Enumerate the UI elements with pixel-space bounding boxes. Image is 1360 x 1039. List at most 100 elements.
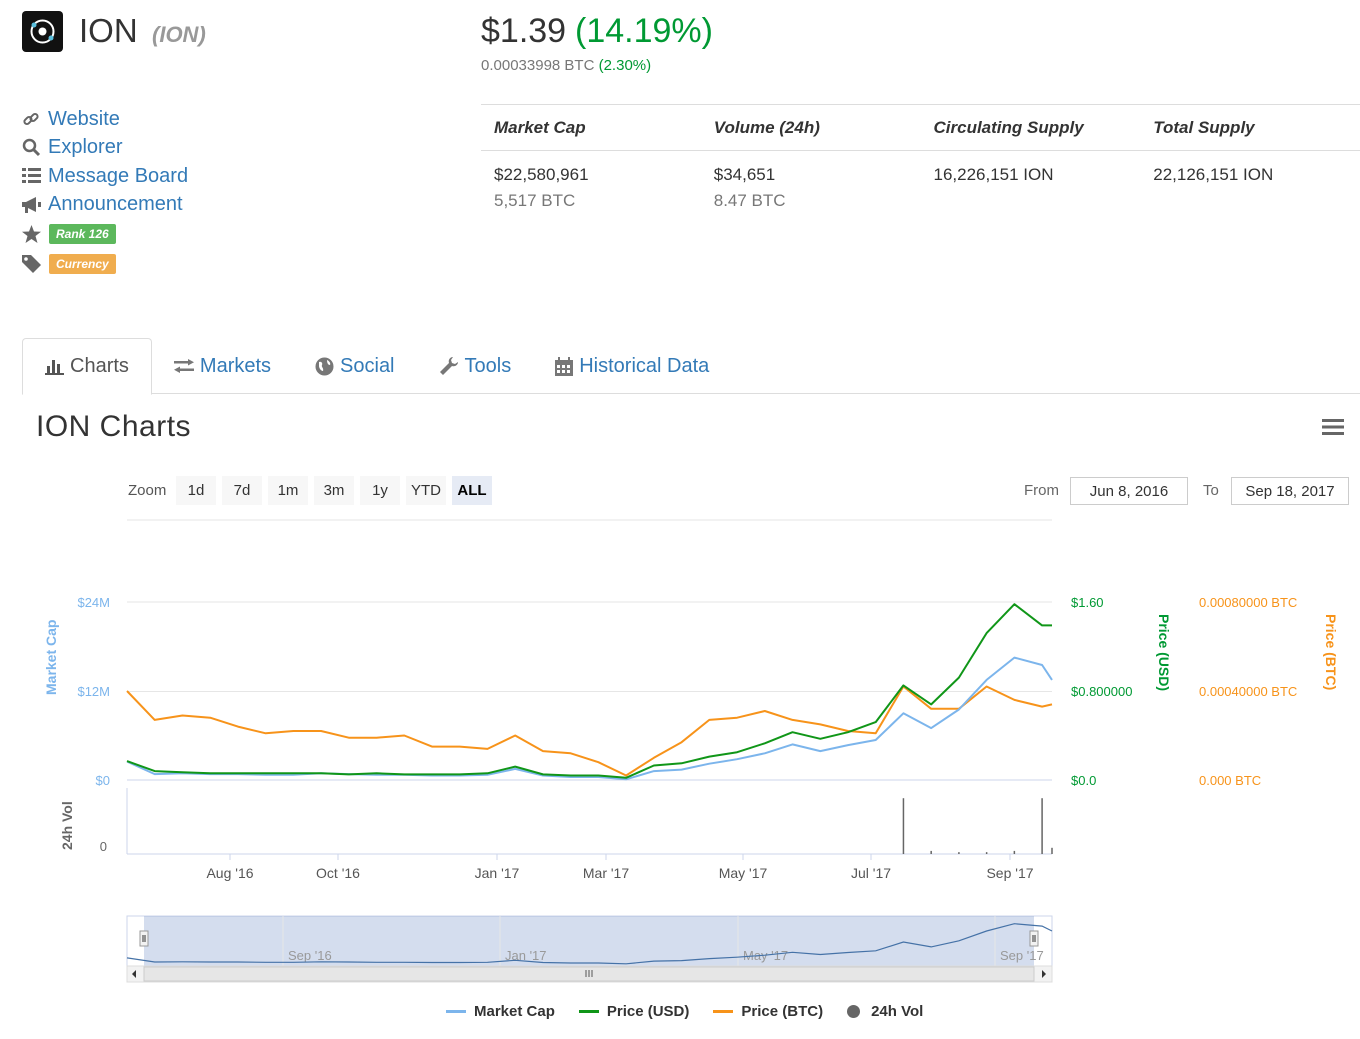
volume-axis-title: 24h Vol bbox=[59, 801, 75, 850]
legend-24h-vol-swatch bbox=[847, 1005, 861, 1018]
volume-bar bbox=[985, 852, 988, 854]
stats-cell-market-cap: $22,580,961 5,517 BTC bbox=[481, 165, 701, 211]
volume-usd: $34,651 bbox=[713, 165, 776, 184]
volume-bar bbox=[902, 798, 905, 854]
volume-bar bbox=[930, 850, 932, 854]
stats-header-market-cap: Market Cap bbox=[494, 117, 586, 137]
navigator-tick-label: Sep '16 bbox=[288, 948, 332, 963]
price-usd-tick-label: $0.0 bbox=[1071, 773, 1096, 788]
legend-price-btc-swatch bbox=[713, 1010, 734, 1013]
price-btc-value: 0.00033998 BTC bbox=[481, 57, 595, 74]
legend-24h-vol[interactable]: 24h Vol bbox=[847, 1003, 923, 1020]
legend-price-usd-swatch bbox=[578, 1010, 599, 1013]
price-change: (14.19%) bbox=[575, 12, 713, 50]
bullhorn-icon bbox=[22, 196, 48, 213]
rank-row: Rank 126 bbox=[22, 219, 188, 249]
market-cap-axis-title: Market Cap bbox=[43, 620, 59, 695]
navigator-handle bbox=[1029, 930, 1039, 947]
message-board-link[interactable]: Message Board bbox=[22, 162, 188, 191]
to-label: To bbox=[1203, 482, 1219, 499]
market-cap-tick-label: $12M bbox=[77, 684, 110, 699]
zoom-1d-button[interactable]: 1d bbox=[176, 476, 216, 505]
from-label: From bbox=[1024, 482, 1059, 499]
legend-24h-vol-label: 24h Vol bbox=[871, 1003, 924, 1020]
coin-links: Website Explorer Message Board Announcem… bbox=[22, 105, 188, 279]
x-tick-label: Mar '17 bbox=[583, 865, 629, 881]
stats-header-volume: Volume (24h) bbox=[713, 117, 820, 137]
legend-price-btc[interactable]: Price (BTC) bbox=[713, 1003, 823, 1020]
zoom-1m-button[interactable]: 1m bbox=[268, 476, 308, 505]
price-btc: 0.00033998 BTC (2.30%) bbox=[481, 57, 651, 74]
coin-logo-icon bbox=[22, 11, 63, 52]
to-date-input[interactable]: Sep 18, 2017 bbox=[1231, 477, 1349, 505]
navigator-mask bbox=[144, 916, 1034, 966]
navigator-handle bbox=[139, 930, 149, 947]
exchange-icon bbox=[173, 359, 194, 373]
tab-charts-label: Charts bbox=[70, 355, 129, 377]
explorer-link-label[interactable]: Explorer bbox=[48, 136, 123, 159]
chart-legend: Market Cap Price (USD) Price (BTC) 24h V… bbox=[446, 1003, 947, 1020]
link-icon bbox=[22, 110, 48, 128]
category-row: Currency bbox=[22, 249, 188, 279]
zoom-ytd-button[interactable]: YTD bbox=[406, 476, 446, 505]
volume-btc: 8.47 BTC bbox=[713, 191, 786, 210]
scrollbar-track bbox=[126, 965, 1053, 983]
market-cap-btc: 5,517 BTC bbox=[494, 191, 576, 210]
stats-cell-total-supply: 22,126,151 ION bbox=[1140, 165, 1360, 211]
zoom-all-button[interactable]: ALL bbox=[452, 476, 492, 505]
price-usd-tick-label: $1.60 bbox=[1071, 595, 1104, 610]
stats-header-circulating-supply: Circulating Supply bbox=[933, 117, 1084, 137]
price-btc-change: (2.30%) bbox=[598, 57, 652, 74]
tab-tools[interactable]: Tools bbox=[417, 338, 534, 394]
tab-social-label: Social bbox=[340, 354, 395, 377]
x-tick-label: May '17 bbox=[719, 865, 768, 881]
legend-market-cap[interactable]: Market Cap bbox=[446, 1003, 555, 1020]
volume-bar bbox=[1051, 847, 1053, 854]
price-btc-axis-title: Price (BTC) bbox=[1323, 614, 1339, 690]
zoom-3m-button[interactable]: 3m bbox=[314, 476, 354, 505]
charts-title: ION Charts bbox=[36, 410, 192, 443]
message-board-link-label[interactable]: Message Board bbox=[48, 164, 189, 187]
price-usd: $1.39 bbox=[481, 12, 567, 50]
stats-table: Market Cap Volume (24h) Circulating Supp… bbox=[481, 104, 1360, 211]
navigator-frame bbox=[126, 915, 1053, 967]
volume-bar bbox=[958, 852, 960, 854]
stats-header-total-supply: Total Supply bbox=[1153, 117, 1255, 137]
market-cap-tick-label: $24M bbox=[77, 595, 110, 610]
x-tick-label: Aug '16 bbox=[206, 865, 253, 881]
stats-value-row: $22,580,961 5,517 BTC $34,651 8.47 BTC 1… bbox=[481, 151, 1360, 211]
bar-chart-icon bbox=[45, 358, 64, 375]
zoom-7d-button[interactable]: 7d bbox=[222, 476, 262, 505]
legend-price-usd[interactable]: Price (USD) bbox=[578, 1003, 690, 1020]
announcement-link-label[interactable]: Announcement bbox=[48, 193, 183, 216]
legend-price-usd-label: Price (USD) bbox=[606, 1003, 690, 1020]
wrench-icon bbox=[439, 356, 459, 376]
website-link[interactable]: Website bbox=[22, 105, 188, 134]
navigator-tick-label: May '17 bbox=[743, 948, 788, 963]
announcement-link[interactable]: Announcement bbox=[22, 191, 188, 220]
volume-bar bbox=[1041, 798, 1043, 854]
star-icon bbox=[22, 225, 44, 243]
price-usd-tick-label: $0.800000 bbox=[1071, 684, 1132, 699]
x-tick-label: Sep '17 bbox=[986, 865, 1033, 881]
price-btc-tick-label: 0.00080000 BTC bbox=[1199, 595, 1297, 610]
circulating-supply-value: 16,226,151 ION bbox=[933, 165, 1054, 184]
x-tick-label: Oct '16 bbox=[316, 865, 360, 881]
tag-icon bbox=[22, 255, 44, 273]
scroll-left-arrow-icon bbox=[132, 970, 136, 978]
zoom-1y-button[interactable]: 1y bbox=[360, 476, 400, 505]
stats-header-row: Market Cap Volume (24h) Circulating Supp… bbox=[481, 105, 1360, 151]
from-date-input[interactable]: Jun 8, 2016 bbox=[1070, 477, 1188, 505]
category-badge: Currency bbox=[49, 254, 116, 274]
hamburger-menu-icon[interactable] bbox=[1322, 418, 1344, 436]
market-cap-tick-label: $0 bbox=[96, 773, 110, 788]
legend-price-btc-label: Price (BTC) bbox=[741, 1003, 824, 1020]
price-btc-tick-label: 0.00040000 BTC bbox=[1199, 684, 1297, 699]
website-link-label[interactable]: Website bbox=[48, 107, 120, 130]
navigator-tick-label: Sep '17 bbox=[1000, 948, 1044, 963]
tab-historical-data[interactable]: Historical Data bbox=[533, 338, 731, 394]
tab-charts[interactable]: Charts bbox=[22, 338, 152, 395]
explorer-link[interactable]: Explorer bbox=[22, 134, 188, 163]
tab-markets[interactable]: Markets bbox=[152, 338, 293, 394]
tab-social[interactable]: Social bbox=[293, 338, 416, 394]
